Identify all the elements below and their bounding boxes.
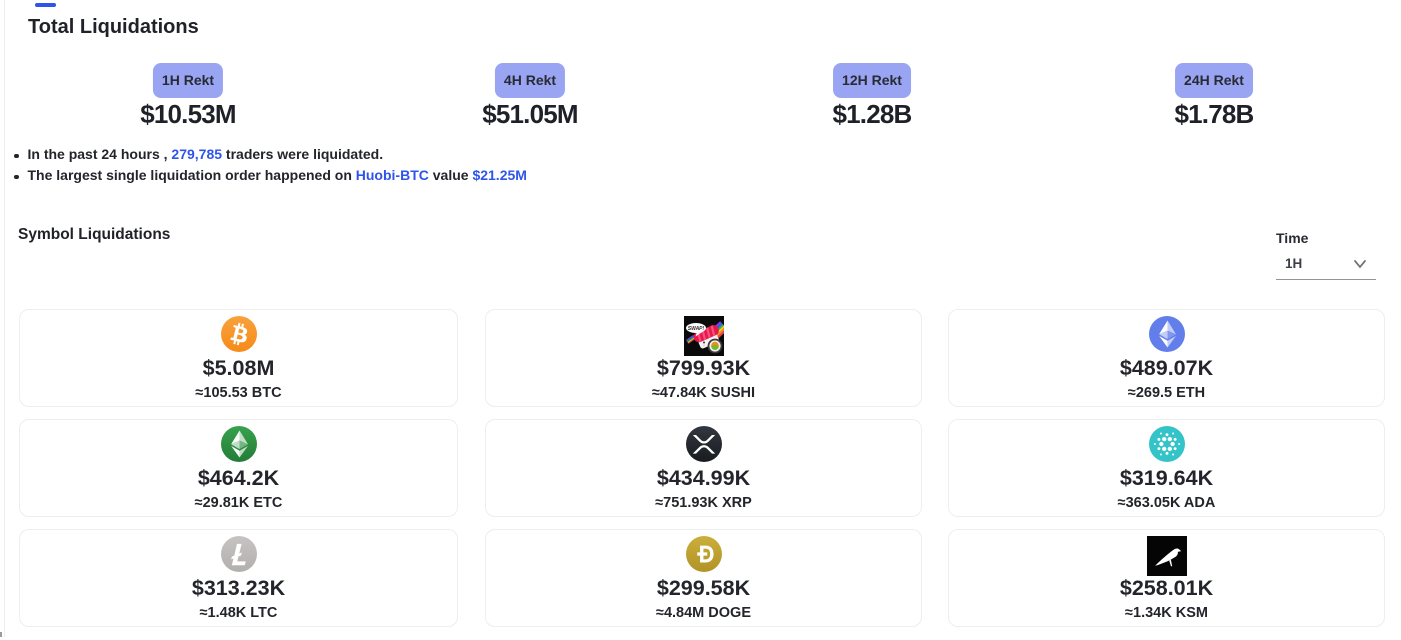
svg-text:SWAP!: SWAP! <box>687 326 704 332</box>
